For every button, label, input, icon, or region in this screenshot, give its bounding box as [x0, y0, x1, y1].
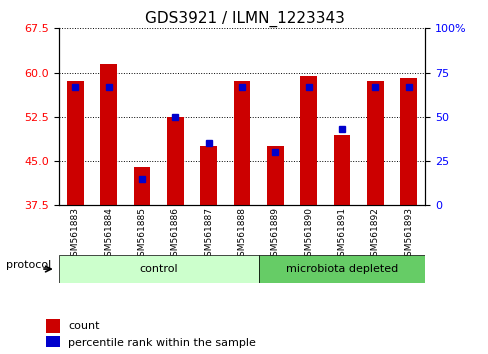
Text: GSM561887: GSM561887: [204, 207, 213, 262]
Bar: [400, 79, 416, 205]
Text: GSM561884: GSM561884: [104, 207, 113, 262]
Bar: [200, 146, 217, 205]
Text: protocol: protocol: [6, 260, 51, 270]
Bar: [59, 255, 258, 283]
Bar: [167, 117, 183, 205]
Bar: [300, 75, 316, 205]
Text: GSM561889: GSM561889: [270, 207, 279, 262]
Text: GSM561890: GSM561890: [304, 207, 313, 262]
Bar: [100, 64, 117, 205]
Bar: [366, 81, 383, 205]
Text: control: control: [139, 264, 178, 274]
Bar: [266, 146, 283, 205]
Bar: [258, 255, 425, 283]
Text: GSM561892: GSM561892: [370, 207, 379, 262]
Text: GSM561893: GSM561893: [404, 207, 412, 262]
Text: count: count: [68, 321, 100, 331]
Text: GSM561888: GSM561888: [237, 207, 246, 262]
Bar: [333, 135, 350, 205]
Bar: [67, 81, 83, 205]
Text: microbiota depleted: microbiota depleted: [285, 264, 397, 274]
Text: GSM561885: GSM561885: [137, 207, 146, 262]
Text: GSM561883: GSM561883: [71, 207, 80, 262]
Text: GSM561891: GSM561891: [337, 207, 346, 262]
Bar: [133, 167, 150, 205]
Bar: [46, 336, 60, 350]
Text: GDS3921 / ILMN_1223343: GDS3921 / ILMN_1223343: [144, 11, 344, 27]
Bar: [46, 319, 60, 333]
Text: GSM561886: GSM561886: [170, 207, 180, 262]
Bar: [233, 81, 250, 205]
Text: percentile rank within the sample: percentile rank within the sample: [68, 338, 256, 348]
